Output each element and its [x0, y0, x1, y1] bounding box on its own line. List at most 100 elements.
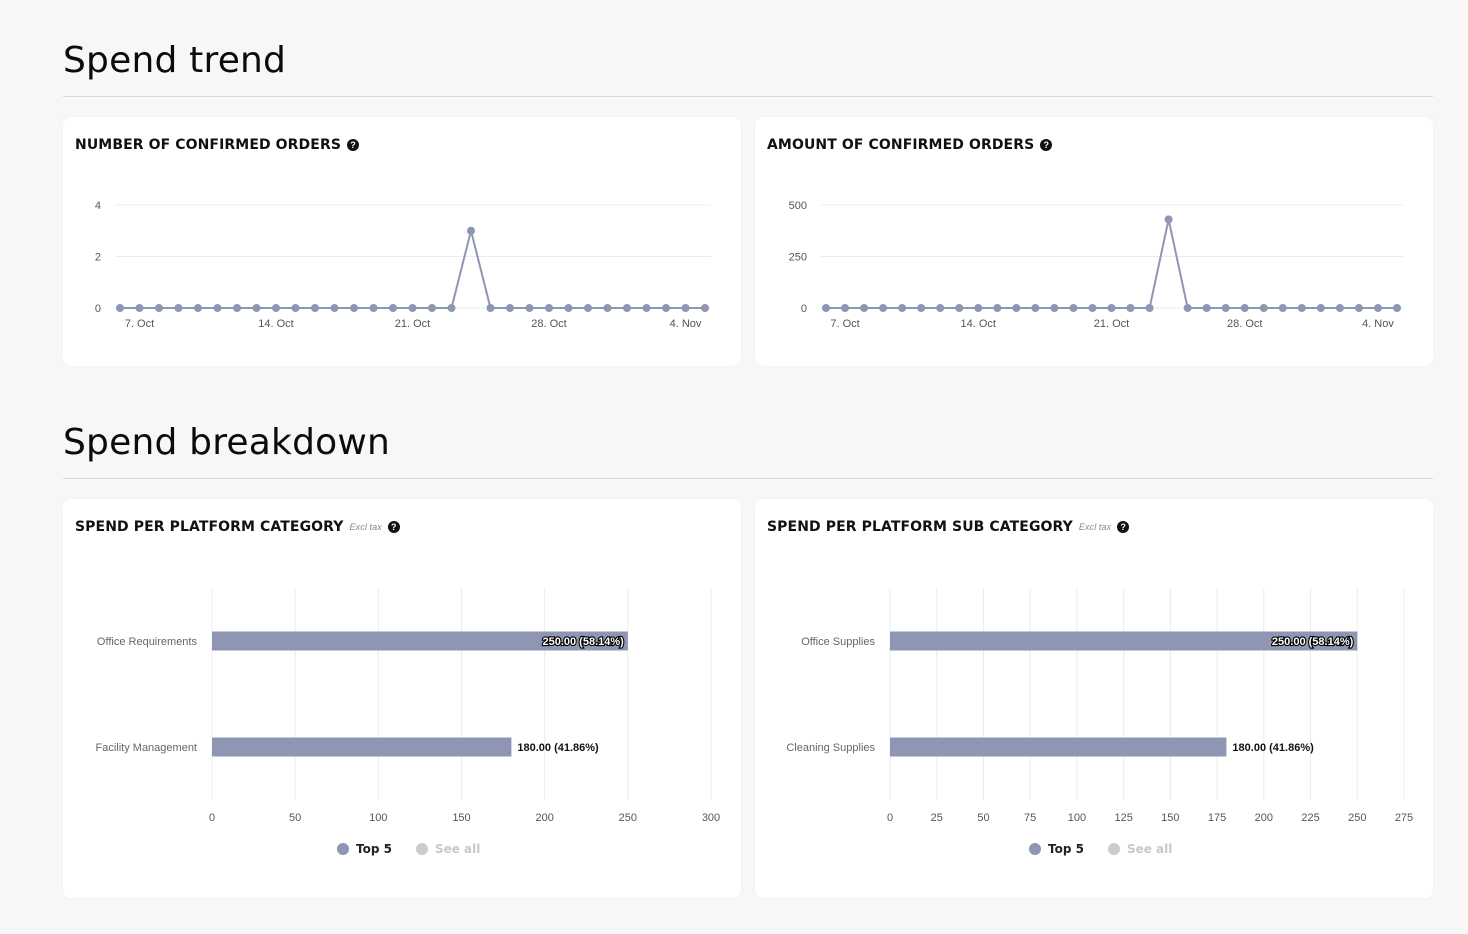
- x-tick-label: 7. Oct: [830, 318, 859, 330]
- card-title: NUMBER OF CONFIRMED ORDERS: [75, 137, 342, 153]
- legend-item-see-all[interactable]: See all: [415, 842, 481, 856]
- data-point: [841, 304, 850, 312]
- x-tick-label: 250: [1348, 812, 1366, 824]
- data-point: [311, 304, 319, 312]
- data-point: [564, 304, 573, 312]
- y-tick-label: 500: [789, 200, 807, 212]
- x-tick-label: 25: [931, 812, 943, 824]
- legend-item-top-5[interactable]: Top 5: [337, 842, 392, 856]
- data-point: [467, 226, 475, 235]
- x-tick-label: 0: [209, 812, 215, 824]
- x-tick-label: 300: [702, 812, 720, 824]
- data-point: [603, 304, 612, 312]
- data-point: [272, 304, 280, 312]
- data-point: [194, 304, 202, 312]
- data-label: 180.00 (41.86%): [517, 742, 599, 754]
- data-point: [681, 304, 690, 312]
- card-title-row: SPEND PER PLATFORM SUB CATEGORY Excl tax…: [767, 519, 1130, 535]
- series-line: [120, 230, 705, 309]
- data-point: [1316, 304, 1325, 312]
- legend-label: See all: [1126, 842, 1173, 856]
- data-point: [174, 304, 183, 312]
- data-point: [917, 304, 926, 312]
- data-point: [1050, 304, 1059, 312]
- data-label: 250.00 (58.14%): [1272, 636, 1354, 648]
- data-label: 180.00 (41.86%): [1232, 742, 1314, 754]
- data-point: [701, 304, 709, 312]
- legend-label: Top 5: [356, 842, 392, 856]
- bar: [890, 737, 1227, 757]
- category-label: Office Supplies: [801, 636, 875, 648]
- data-point: [1183, 304, 1192, 312]
- card-title-row: AMOUNT OF CONFIRMED ORDERS ?: [767, 137, 1053, 153]
- bar: [212, 737, 512, 757]
- data-point: [1202, 304, 1211, 312]
- question-circle-icon[interactable]: ?: [1117, 521, 1130, 533]
- y-tick-label: 0: [95, 303, 101, 315]
- data-point: [860, 304, 869, 312]
- question-circle-icon[interactable]: ?: [347, 139, 360, 151]
- data-point: [506, 304, 514, 312]
- data-point: [1069, 304, 1078, 312]
- data-point: [428, 304, 436, 312]
- data-point: [233, 304, 241, 312]
- legend-item-top-5[interactable]: Top 5: [1029, 842, 1084, 856]
- data-point: [974, 304, 983, 312]
- legend-label: See all: [434, 842, 481, 856]
- data-point: [1373, 304, 1382, 312]
- x-tick-label: 21. Oct: [395, 318, 430, 330]
- section-divider: [63, 478, 1433, 479]
- data-point: [662, 304, 670, 312]
- data-point: [1278, 304, 1287, 312]
- data-point: [936, 304, 945, 312]
- section-title-spend-trend: Spend trend: [63, 40, 287, 81]
- y-tick-label: 2: [95, 252, 101, 264]
- data-point: [1221, 304, 1230, 312]
- data-point: [135, 304, 144, 312]
- legend-item-see-all[interactable]: See all: [1107, 842, 1173, 856]
- data-point: [822, 304, 830, 312]
- data-point: [1088, 304, 1097, 312]
- x-tick-label: 14. Oct: [258, 318, 293, 330]
- data-point: [155, 304, 163, 312]
- question-circle-icon[interactable]: ?: [387, 521, 400, 533]
- y-tick-label: 0: [801, 303, 807, 315]
- category-label: Facility Management: [96, 742, 198, 754]
- chart-legend: Top 5 See all: [337, 842, 480, 856]
- legend-dot-icon: [337, 843, 349, 855]
- data-point: [1164, 215, 1173, 224]
- x-tick-label: 50: [289, 812, 301, 824]
- x-tick-label: 200: [535, 812, 553, 824]
- data-point: [1354, 304, 1363, 312]
- card-spend-per-category: SPEND PER PLATFORM CATEGORY Excl tax ? 0…: [63, 499, 741, 898]
- bar-chart-subcategory: 0 25 50 75 100 125 150 175 200 225 250 275 Office Su…: [786, 588, 1413, 824]
- section-divider: [63, 96, 1433, 97]
- data-point: [330, 304, 339, 312]
- data-label: 250.00 (58.14%): [542, 636, 624, 648]
- excl-tax-note: Excl tax: [1078, 522, 1112, 532]
- data-point: [116, 304, 124, 312]
- data-point: [879, 304, 888, 312]
- x-tick-label: 250: [619, 812, 637, 824]
- data-point: [408, 304, 417, 312]
- x-tick-label: 28. Oct: [1227, 318, 1262, 330]
- x-tick-label: 7. Oct: [125, 318, 154, 330]
- data-point: [584, 304, 592, 312]
- bar-chart-category: 0 50 100 150 200 250 300 Office Requirements 250…: [96, 588, 720, 824]
- card-title-row: SPEND PER PLATFORM CATEGORY Excl tax ?: [75, 519, 400, 535]
- x-tick-label: 21. Oct: [1094, 318, 1129, 330]
- card-confirmed-orders-count: NUMBER OF CONFIRMED ORDERS ? 0 2 4 7. Oct 14…: [63, 117, 741, 366]
- x-tick-label: 75: [1024, 812, 1036, 824]
- x-tick-label: 4. Nov: [670, 318, 702, 330]
- x-tick-label: 28. Oct: [531, 318, 566, 330]
- x-tick-label: 100: [1068, 812, 1086, 824]
- card-confirmed-orders-amount: AMOUNT OF CONFIRMED ORDERS ? 0 250 500 7. O…: [755, 117, 1433, 366]
- x-tick-label: 0: [887, 812, 893, 824]
- question-circle-icon[interactable]: ?: [1040, 139, 1053, 151]
- data-point: [623, 304, 631, 312]
- x-tick-label: 4. Nov: [1362, 318, 1394, 330]
- data-point: [1335, 304, 1344, 312]
- excl-tax-note: Excl tax: [349, 522, 382, 532]
- data-point: [1240, 304, 1249, 312]
- data-point: [350, 304, 358, 312]
